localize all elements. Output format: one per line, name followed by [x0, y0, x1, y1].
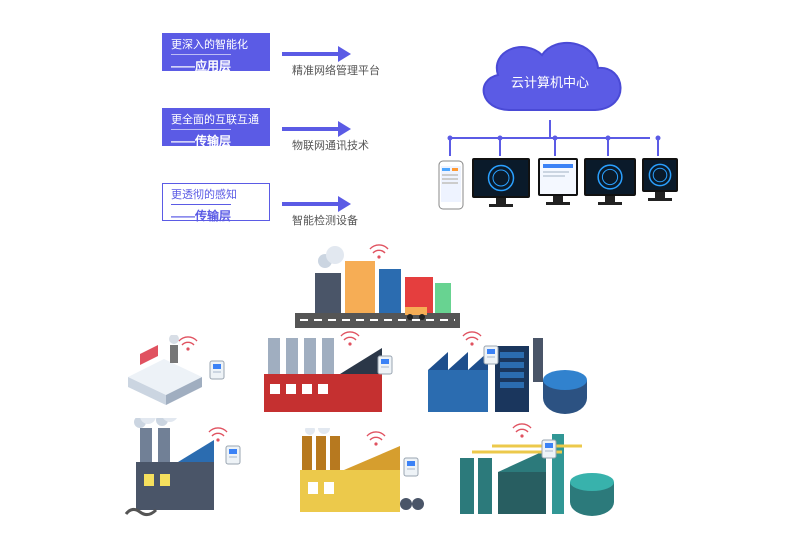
phone-device-icon — [438, 160, 464, 215]
factory-icon-red_stacks — [250, 330, 395, 423]
factory-icon-blue_plant — [420, 328, 595, 423]
layer-title-1: 更全面的互联互通 — [171, 113, 261, 127]
factory-icon-city_road — [295, 243, 460, 336]
monitor-device-icon — [472, 158, 530, 217]
factory-icon-iso_small — [118, 335, 228, 412]
layer-desc-0: 精准网络管理平台 — [292, 62, 380, 78]
layer-title-2: 更透彻的感知 — [171, 188, 261, 202]
layer-arrow-0 — [282, 45, 352, 63]
layer-desc-1: 物联网通讯技术 — [292, 137, 369, 153]
layer-subtitle-2: ——传输层 — [171, 204, 231, 224]
layer-arrow-2 — [282, 195, 352, 213]
cloud-label: 云计算机中心 — [500, 72, 600, 91]
layer-box-0: 更深入的智能化 ——应用层 — [162, 33, 270, 71]
monitor-device-icon — [584, 158, 636, 215]
layer-box-2: 更透彻的感知 ——传输层 — [162, 183, 270, 221]
layer-subtitle-1: ——传输层 — [171, 129, 231, 149]
layer-desc-2: 智能检测设备 — [292, 212, 358, 228]
factory-icon-yellow_gold — [288, 428, 428, 523]
factory-icon-grey_smoke — [118, 418, 258, 523]
monitor-device-icon — [642, 158, 678, 211]
factory-icon-teal_pipes — [442, 422, 622, 525]
layer-arrow-1 — [282, 120, 352, 138]
layer-subtitle-0: ——应用层 — [171, 54, 231, 74]
layer-box-1: 更全面的互联互通 ——传输层 — [162, 108, 270, 146]
monitor-device-icon — [538, 158, 578, 215]
layer-title-0: 更深入的智能化 — [171, 38, 261, 52]
